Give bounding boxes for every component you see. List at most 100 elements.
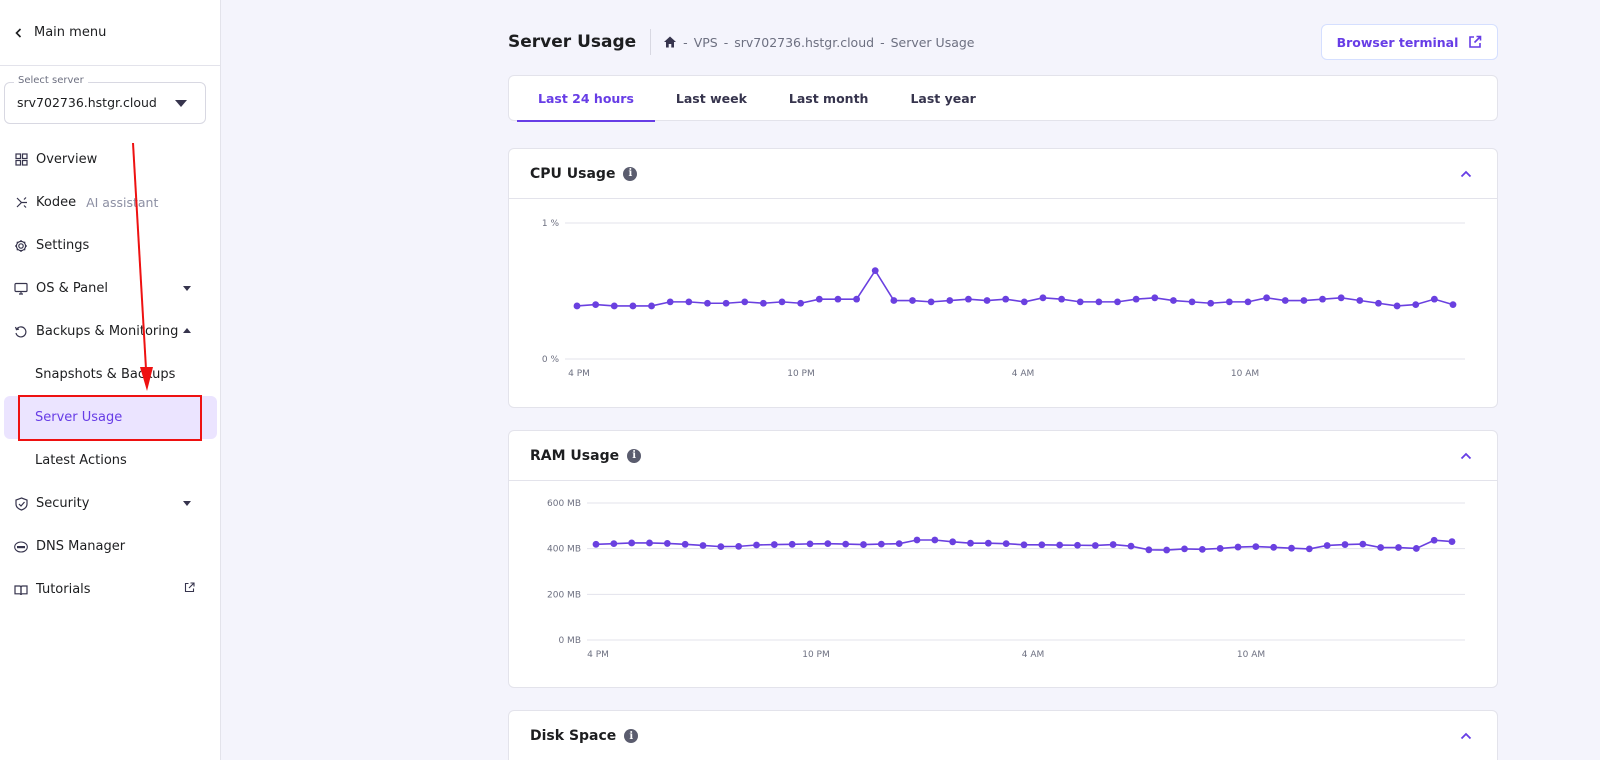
external-link-icon <box>184 582 195 597</box>
y-tick-label: 0 % <box>542 355 560 365</box>
sidebar-item-server-usage[interactable]: Server Usage <box>4 396 217 439</box>
sidebar-item-security[interactable]: Security <box>0 482 221 525</box>
x-tick-label: 4 AM <box>1012 369 1035 379</box>
sidebar-item-label: Security <box>36 496 90 511</box>
caret-down-icon <box>183 286 191 291</box>
data-point <box>753 541 760 549</box>
data-point <box>1076 298 1084 306</box>
breadcrumb: - VPS - srv702736.hstgr.cloud - Server U… <box>663 34 975 50</box>
book-icon <box>14 583 28 597</box>
chevron-up-icon[interactable] <box>1459 167 1473 181</box>
sidebar-item-overview[interactable]: Overview <box>0 138 221 181</box>
data-point <box>1448 538 1456 545</box>
data-point <box>666 298 674 306</box>
sidebar-item-label: OS & Panel <box>36 281 108 296</box>
server-select[interactable]: Select server srv702736.hstgr.cloud <box>4 75 206 124</box>
chevron-left-icon <box>15 27 22 38</box>
server-select-value: srv702736.hstgr.cloud <box>17 95 157 110</box>
data-point <box>1114 298 1121 306</box>
data-point <box>1395 544 1402 551</box>
data-point <box>1039 294 1047 302</box>
data-point <box>834 295 842 303</box>
sidebar-item-sublabel: AI assistant <box>86 195 159 210</box>
data-point <box>1375 299 1382 307</box>
data-point <box>699 542 707 549</box>
x-tick-label: 10 PM <box>802 650 830 660</box>
breadcrumb-sep: - <box>880 34 885 50</box>
data-point <box>1132 295 1140 303</box>
data-point <box>1163 546 1171 554</box>
data-point <box>815 295 823 303</box>
breadcrumb-item[interactable]: srv702736.hstgr.cloud <box>734 34 875 50</box>
data-point <box>1151 294 1159 302</box>
data-point <box>1056 541 1064 549</box>
info-icon[interactable]: i <box>623 166 638 181</box>
data-point <box>1359 540 1367 548</box>
data-point <box>1430 536 1438 544</box>
data-point <box>1198 545 1206 553</box>
sidebar-item-label: Settings <box>36 238 90 253</box>
card-header: Disk Space i <box>509 711 1497 760</box>
annotation-arrow-icon <box>132 142 153 391</box>
tab-last-month[interactable]: Last month <box>788 91 869 106</box>
data-point <box>824 540 832 548</box>
sidebar-item-settings[interactable]: Settings <box>0 224 221 267</box>
sidebar-item-latest-actions[interactable]: Latest Actions <box>0 439 221 482</box>
data-point <box>629 302 637 310</box>
chevron-up-icon[interactable] <box>1459 729 1473 743</box>
data-point <box>984 539 992 547</box>
data-point <box>610 540 618 548</box>
data-point <box>788 540 796 548</box>
tab-last-24-hours[interactable]: Last 24 hours <box>517 76 655 122</box>
monitor-icon <box>14 282 28 296</box>
data-point <box>1091 542 1099 549</box>
home-icon[interactable] <box>663 35 677 49</box>
data-point <box>685 298 693 306</box>
data-point <box>1288 544 1295 552</box>
tab-last-week[interactable]: Last week <box>675 91 747 106</box>
sidebar-item-os-panel[interactable]: OS & Panel <box>0 267 221 310</box>
data-point <box>628 539 636 547</box>
page-title: Server Usage <box>508 32 637 52</box>
data-point <box>648 302 655 310</box>
info-icon[interactable]: i <box>624 729 639 743</box>
y-tick-label: 400 MB <box>547 545 581 555</box>
x-tick-label: 10 PM <box>787 369 815 379</box>
data-point <box>1170 297 1177 304</box>
sidebar-item-dns-manager[interactable]: DNS Manager <box>0 525 221 568</box>
data-point <box>1412 301 1420 308</box>
card-header: RAM Usage i <box>509 431 1497 481</box>
data-point <box>1323 542 1331 549</box>
data-point <box>1145 546 1153 554</box>
caret-down-icon <box>175 100 187 107</box>
data-point <box>1263 294 1271 302</box>
info-icon[interactable]: i <box>627 448 642 463</box>
chevron-up-icon[interactable] <box>1459 449 1473 463</box>
browser-terminal-button[interactable]: Browser terminal <box>1321 24 1498 60</box>
sidebar-item-kodee[interactable]: Kodee AI assistant <box>0 181 221 224</box>
data-point <box>1252 543 1260 551</box>
data-point <box>949 538 957 546</box>
sidebar-item-tutorials[interactable]: Tutorials <box>0 568 221 611</box>
data-point <box>1225 298 1233 306</box>
data-point <box>1337 294 1345 302</box>
data-point <box>909 297 916 304</box>
sidebar-item-snapshots-backups[interactable]: Snapshots & Backups <box>0 353 221 396</box>
data-point <box>681 540 689 548</box>
data-point <box>877 540 885 548</box>
caret-up-icon <box>183 328 191 333</box>
main-menu-link[interactable]: Main menu <box>0 0 220 66</box>
data-point <box>1300 297 1308 304</box>
sidebar-item-label: Server Usage <box>35 410 123 425</box>
sidebar: Main menu Select server srv702736.hstgr.… <box>0 0 221 760</box>
x-tick-label: 10 AM <box>1231 369 1259 379</box>
x-tick-label: 10 AM <box>1237 650 1265 660</box>
tab-last-year[interactable]: Last year <box>910 91 976 106</box>
data-point <box>1038 541 1046 549</box>
data-point <box>592 540 600 548</box>
data-point <box>927 298 935 306</box>
data-point <box>806 540 814 548</box>
data-point <box>735 542 743 550</box>
data-point <box>913 536 921 544</box>
breadcrumb-item[interactable]: VPS <box>693 34 718 50</box>
